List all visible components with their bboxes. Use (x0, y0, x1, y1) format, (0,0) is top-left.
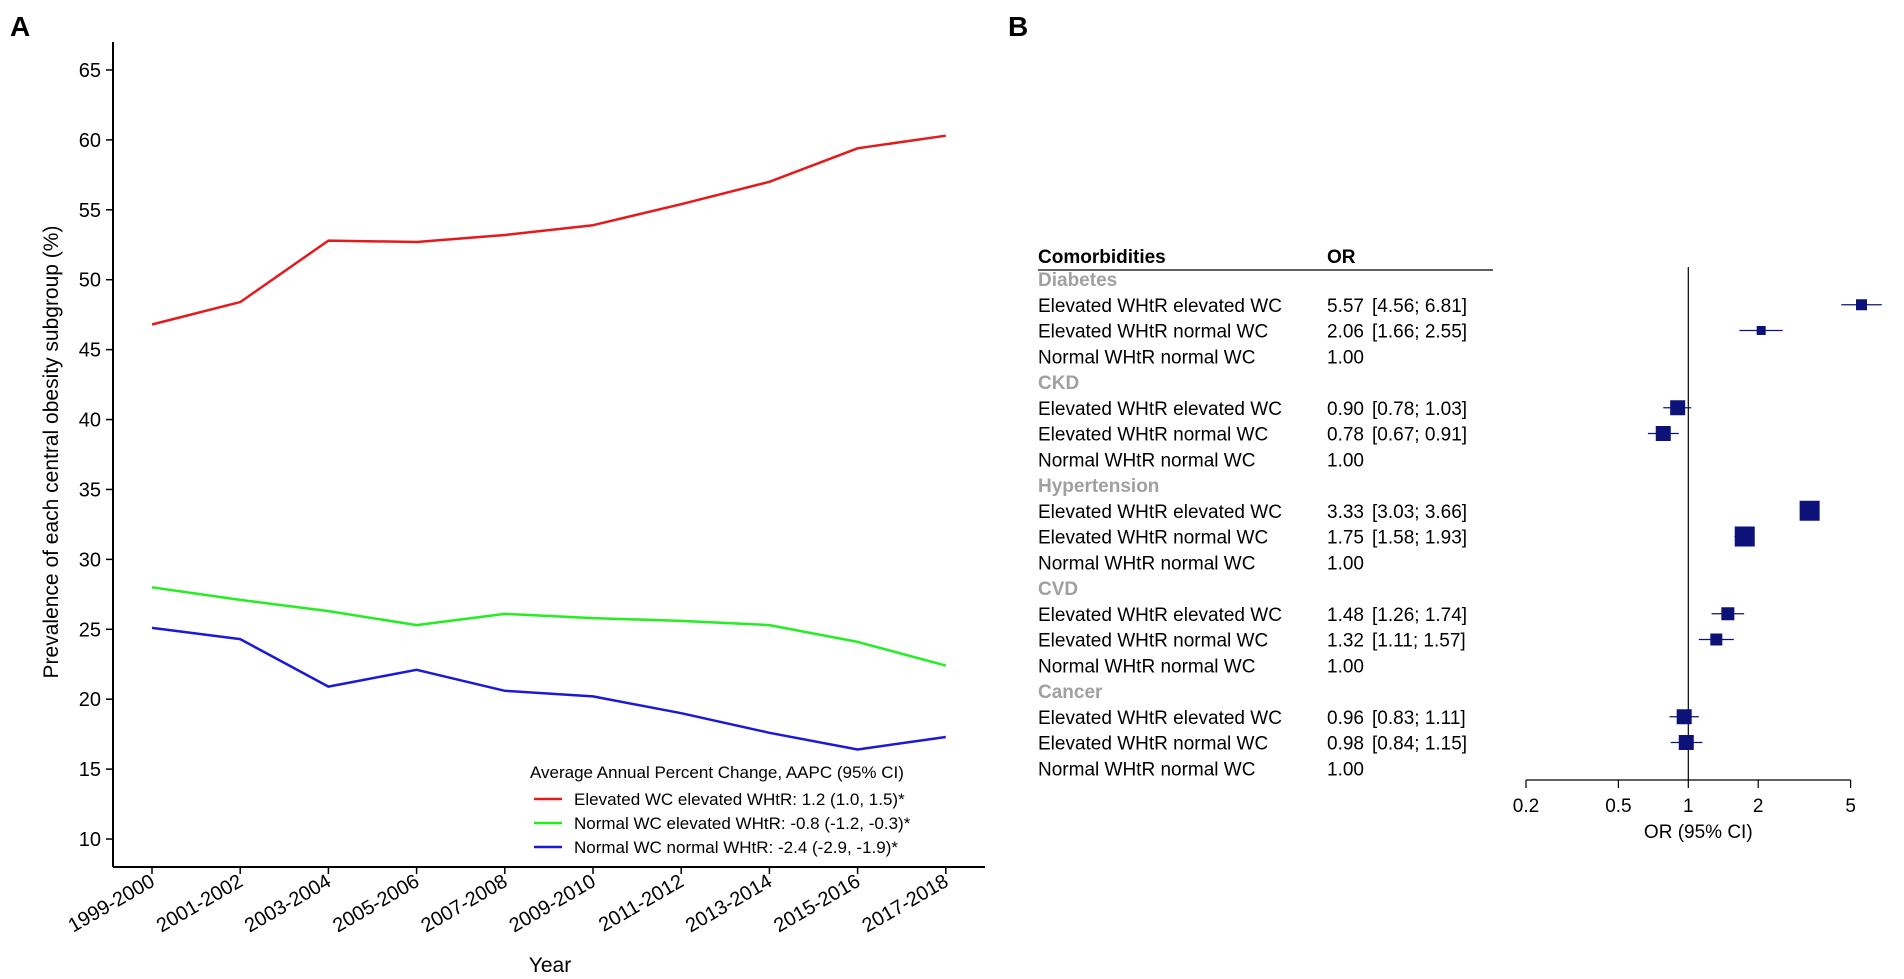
x-tick-label: 2007-2008 (417, 870, 511, 937)
row-label: Elevated WHtR elevated WC (1038, 502, 1282, 523)
row-or-value: 0.90 (1327, 399, 1364, 420)
row-ci-value: [4.56; 6.81] (1372, 296, 1467, 317)
x-tick-label: 2015-2016 (770, 870, 864, 937)
row-or-value: 0.96 (1327, 708, 1364, 729)
row-ci-value: [1.58; 1.93] (1372, 528, 1467, 549)
row-or-value: 3.33 (1327, 502, 1364, 523)
panel-label-b: B (1008, 11, 1028, 42)
row-label: Elevated WHtR normal WC (1038, 528, 1268, 549)
or-marker (1799, 500, 1820, 521)
row-label: Normal WHtR normal WC (1038, 759, 1255, 780)
forest-x-tick-label: 0.2 (1513, 796, 1539, 817)
group-label: Cancer (1038, 682, 1103, 703)
row-or-value: 1.75 (1327, 528, 1364, 549)
or-marker (1721, 607, 1735, 621)
header-comorbidities: Comorbidities (1038, 247, 1166, 268)
row-label: Elevated WHtR elevated WC (1038, 296, 1282, 317)
row-label: Elevated WHtR elevated WC (1038, 605, 1282, 626)
row-ci-value: [3.03; 3.66] (1372, 502, 1467, 523)
row-ci-value: [1.26; 1.74] (1372, 605, 1467, 626)
row-or-value: 1.00 (1327, 553, 1364, 574)
row-or-value: 0.78 (1327, 425, 1364, 446)
row-label: Normal WHtR normal WC (1038, 450, 1255, 471)
series-line-1 (151, 134, 946, 326)
row-ci-value: [0.83; 1.11] (1372, 708, 1466, 729)
row-label: Elevated WHtR elevated WC (1038, 399, 1282, 420)
row-or-value: 1.48 (1327, 605, 1364, 626)
or-marker (1756, 326, 1766, 335)
forest-x-tick-label: 2 (1753, 796, 1764, 817)
forest-x-tick-label: 5 (1845, 796, 1856, 817)
y-tick-label: 30 (79, 549, 101, 571)
row-or-value: 1.00 (1327, 450, 1364, 471)
y-tick-label: 10 (79, 829, 101, 851)
y-tick-label: 20 (79, 689, 101, 711)
x-tick-label: 1999-2000 (65, 870, 159, 937)
row-or-value: 1.00 (1327, 759, 1364, 780)
row-or-value: 1.00 (1327, 347, 1364, 368)
x-tick-label: 2017-2018 (858, 870, 952, 937)
row-or-value: 2.06 (1327, 322, 1364, 343)
y-tick-label: 60 (79, 130, 101, 152)
y-tick-label: 65 (79, 60, 101, 82)
y-tick-label: 55 (79, 200, 101, 222)
row-ci-value: [1.66; 2.55] (1372, 322, 1467, 343)
row-label: Normal WHtR normal WC (1038, 553, 1255, 574)
row-ci-value: [0.84; 1.15] (1372, 734, 1467, 755)
y-tick-label: 40 (79, 410, 101, 432)
y-tick-label: 35 (79, 479, 101, 501)
y-axis-title: Prevalence of each central obesity subgr… (40, 226, 63, 679)
or-marker (1678, 735, 1694, 750)
row-or-value: 1.00 (1327, 656, 1364, 677)
line-chart-panel-a: 10 15 20 25 30 35 40 45 50 55 60 65 1999-20002001-20… (40, 42, 985, 977)
row-ci-value: [0.67; 0.91] (1372, 425, 1467, 446)
forest-x-tick-label: 1 (1683, 796, 1694, 817)
row-or-value: 1.32 (1327, 631, 1364, 652)
y-tick-label: 50 (79, 270, 101, 292)
series-line-2 (151, 586, 947, 667)
series-line-3 (151, 626, 946, 751)
or-marker (1676, 709, 1692, 725)
y-tick-label: 25 (79, 619, 101, 641)
x-tick-label: 2011-2012 (595, 870, 688, 936)
row-label: Elevated WHtR normal WC (1038, 734, 1268, 755)
group-label: CKD (1038, 373, 1079, 394)
group-label: Hypertension (1038, 476, 1159, 497)
row-label: Elevated WHtR normal WC (1038, 631, 1268, 652)
or-marker (1710, 633, 1723, 646)
y-tick-label: 15 (79, 759, 101, 781)
x-tick-label: 2013-2014 (682, 870, 776, 937)
y-tick-label: 45 (79, 340, 101, 362)
group-label: CVD (1038, 579, 1078, 600)
row-label: Normal WHtR normal WC (1038, 347, 1255, 368)
row-or-value: 0.98 (1327, 734, 1364, 755)
or-marker (1670, 400, 1686, 416)
forest-x-axis-title: OR (95% CI) (1644, 822, 1753, 843)
row-ci-value: [1.11; 1.57] (1372, 631, 1466, 652)
x-tick-label: 2005-2006 (329, 870, 423, 937)
forest-plot-panel-b: Comorbidities OR Diabetes Elevated WHtR ele… (1038, 247, 1882, 843)
row-label: Elevated WHtR elevated WC (1038, 708, 1282, 729)
or-marker (1856, 299, 1868, 311)
legend-entry: Normal WC elevated WHtR: -0.8 (-1.2, -0.… (574, 814, 911, 833)
x-axis-title: Year (529, 954, 571, 977)
header-or: OR (1327, 247, 1356, 268)
or-marker (1655, 426, 1671, 441)
row-label: Elevated WHtR normal WC (1038, 322, 1268, 343)
x-tick-label: 2009-2010 (506, 870, 600, 937)
row-label: Normal WHtR normal WC (1038, 656, 1255, 677)
x-tick-label: 2003-2004 (241, 870, 335, 937)
legend-entry: Elevated WC elevated WHtR: 1.2 (1.0, 1.5… (574, 790, 905, 809)
row-or-value: 5.57 (1327, 296, 1364, 317)
or-marker (1734, 526, 1755, 547)
x-tick-label: 2001-2002 (153, 870, 247, 937)
row-label: Elevated WHtR normal WC (1038, 425, 1268, 446)
forest-x-tick-label: 0.5 (1605, 796, 1631, 817)
legend-entry: Normal WC normal WHtR: -2.4 (-2.9, -1.9)… (574, 838, 898, 857)
group-label: Diabetes (1038, 270, 1117, 291)
row-ci-value: [0.78; 1.03] (1372, 399, 1467, 420)
legend-title: Average Annual Percent Change, AAPC (95%… (530, 763, 904, 782)
panel-label-a: A (10, 11, 30, 42)
